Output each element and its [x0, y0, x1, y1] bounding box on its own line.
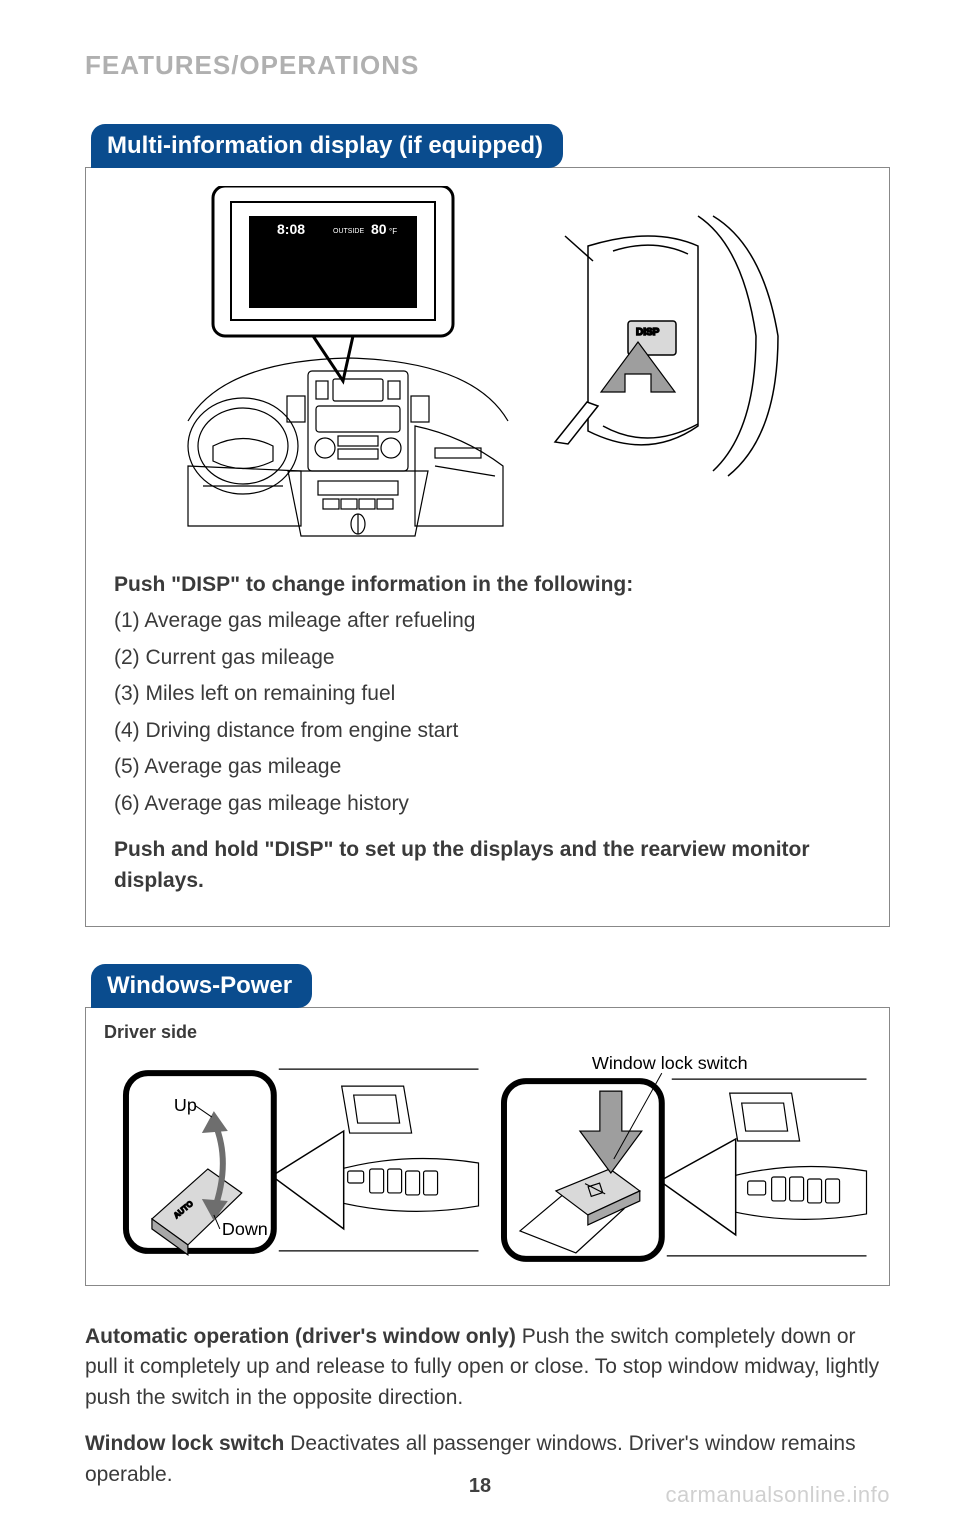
disp-button-diagram: DISP	[553, 206, 793, 486]
screen-outside-label: OUTSIDE	[333, 228, 364, 235]
page-number: 18	[469, 1475, 491, 1498]
section-header: FEATURES/OPERATIONS	[85, 50, 890, 81]
auto-operation-para: Automatic operation (driver's window onl…	[85, 1322, 890, 1413]
driver-side-label: Driver side	[104, 1022, 871, 1043]
screen-time: 8:08	[277, 221, 305, 237]
section2-diagrams: AUTO Up Down Window lock switch	[104, 1051, 871, 1271]
list-item: (6) Average gas mileage history	[114, 789, 861, 819]
list-item: (2) Current gas mileage	[114, 643, 861, 673]
lock-switch-label: Window lock switch	[591, 1053, 747, 1073]
screen-temp: 80	[371, 221, 387, 237]
section2-outer-text: Automatic operation (driver's window onl…	[85, 1322, 890, 1490]
screen-unit: °F	[389, 227, 397, 236]
section1-box: 8:08 OUTSIDE 80 °F	[85, 167, 890, 927]
dashboard-diagram: 8:08 OUTSIDE 80 °F	[183, 186, 513, 546]
down-label: Down	[222, 1219, 268, 1239]
section1-pill: Multi-information display (if equipped)	[91, 124, 563, 168]
section2-pill: Windows-Power	[91, 964, 312, 1008]
disp-label: DISP	[636, 327, 660, 338]
section1-diagrams: 8:08 OUTSIDE 80 °F	[114, 186, 861, 546]
section1-note: Push and hold "DISP" to set up the displ…	[114, 835, 861, 896]
up-label: Up	[174, 1095, 197, 1115]
list-item: (4) Driving distance from engine start	[114, 716, 861, 746]
window-switch-diagram: AUTO Up Down	[104, 1051, 484, 1271]
watermark: carmanualsonline.info	[665, 1482, 890, 1508]
section2-box: Driver side	[85, 1007, 890, 1286]
section1-lead: Push "DISP" to change information in the…	[114, 570, 861, 600]
list-item: (1) Average gas mileage after refueling	[114, 606, 861, 636]
list-item: (5) Average gas mileage	[114, 752, 861, 782]
list-item: (3) Miles left on remaining fuel	[114, 679, 861, 709]
window-lock-diagram: Window lock switch	[492, 1051, 872, 1271]
section1-text: Push "DISP" to change information in the…	[114, 570, 861, 896]
